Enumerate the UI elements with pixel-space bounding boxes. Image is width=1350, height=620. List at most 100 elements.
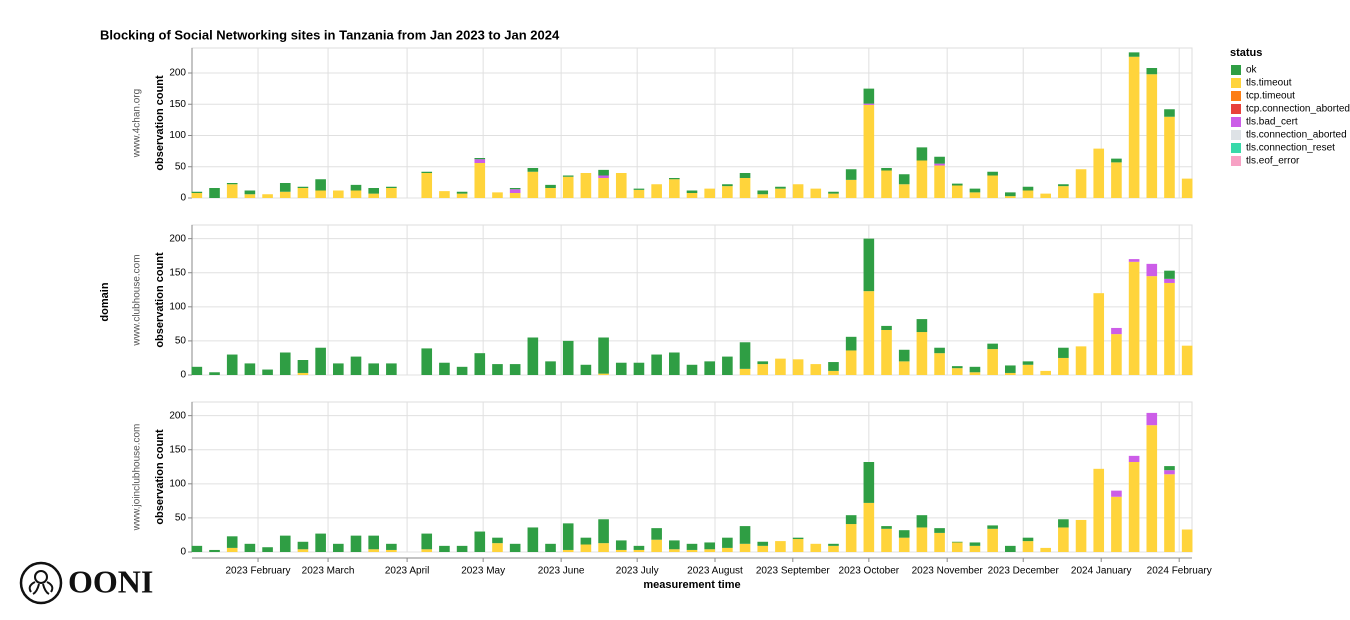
- bar: [845, 350, 857, 375]
- x-tick-label: 2023 March: [302, 566, 355, 577]
- bar: [828, 370, 839, 375]
- bar: [509, 364, 521, 375]
- bar: [810, 364, 822, 375]
- bar: [333, 543, 344, 552]
- bar: [226, 547, 238, 552]
- bar: [686, 364, 698, 375]
- bar: [297, 360, 309, 373]
- bar: [1111, 334, 1122, 375]
- bar: [1022, 541, 1034, 552]
- bar: [898, 530, 910, 538]
- bar: [509, 543, 521, 552]
- y-tick-label: 0: [180, 193, 186, 204]
- bar: [916, 147, 928, 161]
- bar: [845, 524, 857, 552]
- x-tick-label: 2023 April: [385, 566, 429, 577]
- bar: [1075, 346, 1087, 375]
- bar: [1022, 186, 1034, 191]
- bar: [386, 186, 397, 188]
- bar: [1164, 116, 1175, 198]
- y-axis-label: observation count: [154, 252, 166, 348]
- bar: [669, 352, 680, 375]
- bar: [262, 194, 273, 198]
- bar: [828, 191, 839, 194]
- x-tick-label: 2023 July: [616, 566, 659, 577]
- bar: [757, 364, 769, 375]
- legend-swatch: [1231, 156, 1241, 166]
- bar: [881, 526, 892, 529]
- bar: [1181, 178, 1193, 198]
- bar: [775, 541, 786, 552]
- bar: [934, 347, 945, 354]
- bar: [1128, 52, 1140, 57]
- bar: [987, 528, 998, 552]
- bar: [916, 332, 928, 375]
- bar: [545, 361, 556, 375]
- bar: [1146, 68, 1158, 75]
- bar: [492, 537, 503, 544]
- bar: [757, 545, 769, 552]
- bar: [1164, 109, 1175, 117]
- bar: [368, 535, 379, 550]
- bar: [845, 515, 857, 525]
- x-tick-label: 2023 May: [461, 566, 505, 577]
- bar: [1075, 169, 1087, 198]
- bar: [987, 175, 998, 198]
- bar: [191, 545, 203, 552]
- bar: [739, 368, 751, 375]
- bar: [456, 193, 468, 198]
- bar: [987, 349, 998, 375]
- bar: [775, 358, 786, 375]
- legend-label: tcp.timeout: [1246, 91, 1295, 102]
- bar: [615, 540, 627, 550]
- bar: [1075, 519, 1087, 552]
- bar: [1111, 158, 1122, 163]
- bar: [580, 537, 592, 545]
- bar: [1093, 468, 1105, 552]
- bar: [669, 549, 680, 552]
- legend-label: tls.eof_error: [1246, 156, 1300, 167]
- legend-swatch: [1231, 130, 1241, 140]
- bar: [916, 515, 928, 528]
- bar: [315, 179, 326, 191]
- bar: [598, 543, 609, 552]
- bar: [1111, 162, 1122, 198]
- bar: [951, 185, 963, 198]
- y-tick-label: 200: [169, 233, 186, 244]
- bar: [297, 372, 309, 375]
- bar: [633, 188, 645, 190]
- bar: [987, 343, 998, 350]
- bar: [244, 190, 256, 195]
- bar: [863, 104, 875, 198]
- y-tick-label: 100: [169, 130, 186, 141]
- bar: [244, 194, 256, 198]
- bar: [916, 527, 928, 552]
- bar: [562, 523, 574, 550]
- bar: [969, 366, 981, 373]
- bar: [279, 352, 291, 375]
- bar: [951, 541, 963, 543]
- y-tick-label: 50: [175, 336, 187, 347]
- legend-swatch: [1231, 143, 1241, 153]
- bar: [1111, 490, 1122, 497]
- bar: [474, 531, 486, 552]
- y-tick-label: 0: [180, 547, 186, 558]
- bar: [934, 163, 945, 166]
- bar: [421, 348, 433, 375]
- bar: [934, 528, 945, 533]
- y-tick-label: 50: [175, 161, 187, 172]
- bar: [1146, 276, 1158, 375]
- legend-swatch: [1231, 117, 1241, 127]
- bar: [810, 188, 822, 198]
- x-tick-label: 2023 September: [756, 566, 831, 577]
- bar: [279, 535, 291, 552]
- bar: [545, 188, 556, 198]
- bar: [545, 184, 556, 188]
- bar: [792, 184, 804, 198]
- facet-title: www.joinclubhouse.com: [132, 424, 143, 532]
- bar: [916, 160, 928, 198]
- bar: [792, 537, 804, 540]
- y-tick-label: 150: [169, 99, 186, 110]
- bar: [651, 354, 662, 375]
